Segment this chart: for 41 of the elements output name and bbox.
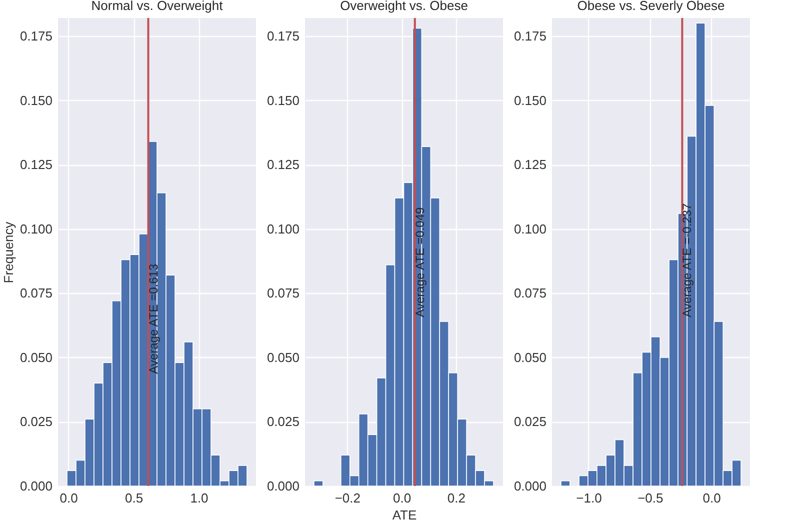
x-tick-label: −0.2 xyxy=(334,490,360,506)
y-tick-label: 0.125 xyxy=(514,157,546,172)
y-tick-label: 0.000 xyxy=(514,478,546,494)
y-tick-label: 0.050 xyxy=(266,350,300,365)
chart-title: Overweight vs. Obese xyxy=(340,0,468,13)
x-tick-label: 0.0 xyxy=(702,490,721,506)
x-tick-label: 0.5 xyxy=(124,490,144,506)
y-tick-label: 0.125 xyxy=(20,157,52,172)
y-tick-label: 0.025 xyxy=(266,414,300,430)
y-tick-label: 0.100 xyxy=(20,221,52,236)
y-tick-label: 0.050 xyxy=(514,350,546,365)
x-tick-label: 1.0 xyxy=(190,490,208,506)
y-tick-label: 0.125 xyxy=(266,157,300,172)
x-axis-title: ATE xyxy=(392,508,417,522)
y-tick-label: 0.025 xyxy=(514,414,546,430)
y-tick-label: 0.175 xyxy=(266,28,300,44)
annotation: Average ATE =0.613 xyxy=(146,264,160,374)
y-tick-label: 0.000 xyxy=(20,478,52,494)
annotation: Average ATE =0.049 xyxy=(412,206,427,318)
y-tick-label: 0.050 xyxy=(20,350,52,365)
x-tick-label: −0.5 xyxy=(638,490,664,506)
x-tick-label: 0.0 xyxy=(393,490,412,506)
x-tick-label: 0.0 xyxy=(60,490,78,506)
x-tick-label: −1.0 xyxy=(576,490,602,506)
x-tick-label: 0.2 xyxy=(447,490,466,506)
y-tick-label: 0.175 xyxy=(514,28,546,44)
y-axis-title: Frequency xyxy=(0,221,16,284)
chart-title: Normal vs. Overweight xyxy=(91,0,224,13)
chart-title: Obese vs. Severly Obese xyxy=(577,0,725,13)
y-tick-label: 0.150 xyxy=(266,92,300,108)
y-tick-label: 0.075 xyxy=(266,286,300,301)
y-tick-label: 0.100 xyxy=(266,221,300,236)
y-tick-label: 0.025 xyxy=(20,414,52,430)
y-tick-label: 0.075 xyxy=(514,286,546,301)
annotation: Average ATE =-0.237 xyxy=(680,202,694,318)
y-tick-label: 0.075 xyxy=(20,286,52,301)
y-tick-label: 0.175 xyxy=(20,28,52,44)
y-tick-label: 0.150 xyxy=(20,92,52,108)
y-tick-label: 0.100 xyxy=(514,221,546,236)
y-tick-label: 0.150 xyxy=(514,92,546,108)
y-tick-label: 0.000 xyxy=(266,478,300,494)
